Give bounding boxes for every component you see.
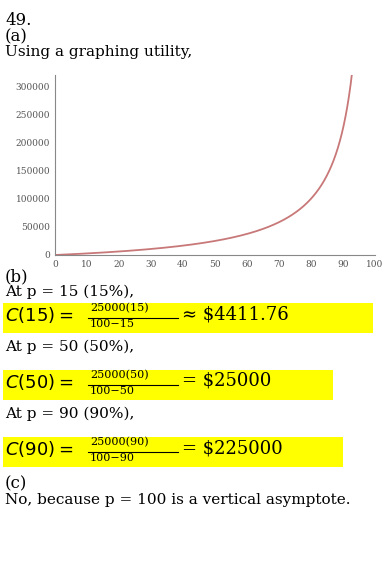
Text: (c): (c): [5, 475, 27, 492]
Text: = $225000: = $225000: [182, 439, 283, 457]
Text: $\mathit{C}$$(90) =$: $\mathit{C}$$(90) =$: [5, 439, 73, 459]
Text: At p = 90 (90%),: At p = 90 (90%),: [5, 407, 135, 422]
Text: $\mathit{C}$$(50) =$: $\mathit{C}$$(50) =$: [5, 372, 73, 392]
Text: ≈ $4411.76: ≈ $4411.76: [182, 305, 289, 323]
Text: 25000(15): 25000(15): [90, 303, 149, 313]
Text: At p = 50 (50%),: At p = 50 (50%),: [5, 340, 134, 354]
Text: (a): (a): [5, 28, 28, 45]
Text: 100−50: 100−50: [90, 386, 135, 396]
Text: (b): (b): [5, 268, 28, 285]
Text: 100−15: 100−15: [90, 319, 135, 329]
Text: 49.: 49.: [5, 12, 31, 29]
Text: 25000(90): 25000(90): [90, 437, 149, 447]
Text: Using a graphing utility,: Using a graphing utility,: [5, 45, 192, 59]
Text: 25000(50): 25000(50): [90, 370, 149, 380]
Text: 100−90: 100−90: [90, 453, 135, 463]
Text: = $25000: = $25000: [182, 372, 271, 390]
Text: No, because p = 100 is a vertical asymptote.: No, because p = 100 is a vertical asympt…: [5, 493, 351, 507]
Text: At p = 15 (15%),: At p = 15 (15%),: [5, 285, 134, 299]
Text: $\mathit{C}$$(15) =$: $\mathit{C}$$(15) =$: [5, 305, 73, 325]
